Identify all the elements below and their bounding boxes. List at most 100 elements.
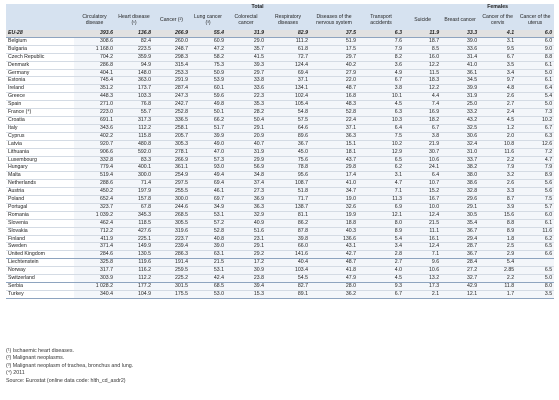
table-cell: 12.9 (358, 147, 404, 156)
table-cell: 22.3 (226, 92, 266, 101)
table-cell: 305.5 (153, 218, 190, 228)
table-cell: 33.8 (226, 76, 266, 85)
table-row: Greece 448.3 103.3 247.3 59.6 22.3 102.4 16.8 10… (6, 92, 555, 101)
footnote: (²) Malignant neoplasms. (6, 355, 65, 362)
table-cell: 197.9 (115, 187, 153, 196)
header-breast-cancer: Breast cancer (441, 10, 480, 30)
table-cell: 906.6 (74, 147, 115, 156)
table-cell: 118.5 (115, 218, 153, 228)
table-cell: 704.2 (74, 52, 115, 62)
table-cell: 8.8 (479, 218, 517, 228)
row-label: Croatia (6, 115, 74, 125)
table-cell: 60.9 (190, 36, 226, 46)
table-cell: 592.0 (115, 147, 153, 156)
table-cell: 31.9 (226, 147, 266, 156)
table-cell: 55.7 (115, 108, 153, 117)
table-cell: 2.2 (479, 155, 517, 164)
table-cell: 6.5 (516, 242, 555, 251)
table-cell: 6.3 (516, 131, 555, 141)
table-cell: 6.1 (516, 76, 555, 85)
table-cell: 108.7 (266, 179, 310, 188)
table-cell: 400.1 (115, 163, 153, 172)
row-label: France (⁴) (6, 108, 74, 117)
table-cell: 242.7 (153, 100, 190, 109)
table-cell: 18.2 (404, 115, 442, 125)
table-cell: 4.4 (404, 92, 442, 101)
table-cell: 48.3 (310, 100, 358, 109)
table-cell: 53.9 (190, 76, 226, 85)
row-label: Estonia (6, 76, 74, 85)
table-cell: 1.7 (479, 289, 517, 299)
table-cell: 2.85 (479, 266, 517, 275)
table-cell: 87.8 (266, 226, 310, 236)
table-cell: 1 028.2 (74, 282, 115, 291)
table-row: Turkey 340.4 104.9 175.5 53.0 15.3 89.1 36.2 6.7… (6, 289, 555, 299)
table-cell: 3.5 (516, 289, 555, 299)
table-row: Lithuania 906.6 592.0 278.1 47.0 31.9 45.0 18.1… (6, 147, 555, 156)
table-cell: 920.7 (74, 139, 115, 149)
table-cell: 411.9 (74, 234, 115, 243)
table-cell: 32.8 (441, 187, 480, 196)
table-cell: 32.6 (310, 202, 358, 212)
footnote: (¹) Ischaemic heart diseases. (6, 348, 75, 354)
table-cell: 284.6 (74, 250, 115, 259)
table-cell: 6.4 (358, 123, 404, 133)
table-cell: 58.2 (190, 52, 226, 62)
row-label: Cyprus (6, 131, 74, 141)
table-cell: 1.2 (479, 123, 517, 133)
table-cell: 57.5 (266, 115, 310, 125)
table-cell: 51.6 (226, 226, 266, 236)
source-note: Source: Eurostat (online data code: hlth… (6, 377, 126, 384)
table-cell: 6.0 (516, 210, 555, 220)
table-cell: 6.0 (516, 36, 555, 46)
table-cell: 31.4 (441, 52, 480, 62)
table-cell: 7.6 (358, 36, 404, 46)
table-body: EU-28 393.6 136.8 266.9 55.4 31.9 82.9 37.5 6.3 1… (6, 30, 555, 299)
row-label: United Kingdom (6, 250, 74, 259)
table-cell: 38.2 (441, 163, 480, 172)
table-row: Serbia 1 028.2 177.2 301.5 68.5 39.4 82.7 28.0 9… (6, 282, 555, 291)
table-cell: 4.1 (479, 30, 517, 38)
table-cell: 33.6 (441, 44, 480, 54)
table-cell: 15.1 (310, 139, 358, 149)
table-cell: 149.9 (115, 242, 153, 251)
table-row: Hungary 779.4 400.1 361.1 93.0 56.9 78.8 29.8 6.… (6, 163, 555, 172)
header-cancer: Cancer (²) (153, 10, 190, 30)
row-label: Belgium (6, 36, 74, 46)
table-cell: 18.1 (310, 147, 358, 156)
table-cell: 5.6 (516, 187, 555, 196)
table-cell: 47.0 (190, 147, 226, 156)
table-cell: 5.6 (516, 179, 555, 188)
table-cell: 303.9 (74, 274, 115, 283)
table-cell: 3.2 (479, 171, 517, 180)
table-cell: 286.8 (74, 60, 115, 70)
table-cell: 2.7 (358, 258, 404, 267)
table-cell: 95.6 (266, 171, 310, 180)
table-cell: 42.9 (441, 282, 480, 291)
table-cell: 66.2 (190, 115, 226, 125)
table-cell: 11.3 (358, 195, 404, 204)
table-cell: 450.2 (74, 187, 115, 196)
table-row: Cyprus 402.2 115.8 205.7 39.9 20.9 89.6 36.3 7.5… (6, 131, 555, 141)
row-label: Hungary (6, 163, 74, 172)
table-cell: 157.8 (115, 195, 153, 204)
column-header-row: Circulatory disease Heart disease (¹) Ca… (6, 10, 555, 30)
row-label: Spain (6, 100, 74, 109)
table-cell: 48.7 (310, 84, 358, 93)
row-label: Bulgaria (6, 44, 74, 54)
table-row: Ireland 351.2 173.7 287.4 60.1 33.6 134.1 48.7 3… (6, 84, 555, 93)
table-cell: 252.8 (153, 108, 190, 117)
table-cell: 33.2 (441, 108, 480, 117)
table-cell: 53.1 (190, 266, 226, 275)
row-label: Serbia (6, 282, 74, 291)
table-cell: 28.2 (226, 108, 266, 117)
table-cell: 9.0 (516, 44, 555, 54)
table-cell: 8.9 (358, 226, 404, 236)
table-cell: 42.4 (190, 274, 226, 283)
group-total-header: Total (74, 4, 442, 10)
table-cell: 11.6 (479, 147, 517, 156)
table-cell: 48.7 (310, 258, 358, 267)
table-cell: 345.3 (115, 210, 153, 220)
table-cell: 57.3 (190, 155, 226, 164)
table-cell: 40.2 (310, 60, 358, 70)
